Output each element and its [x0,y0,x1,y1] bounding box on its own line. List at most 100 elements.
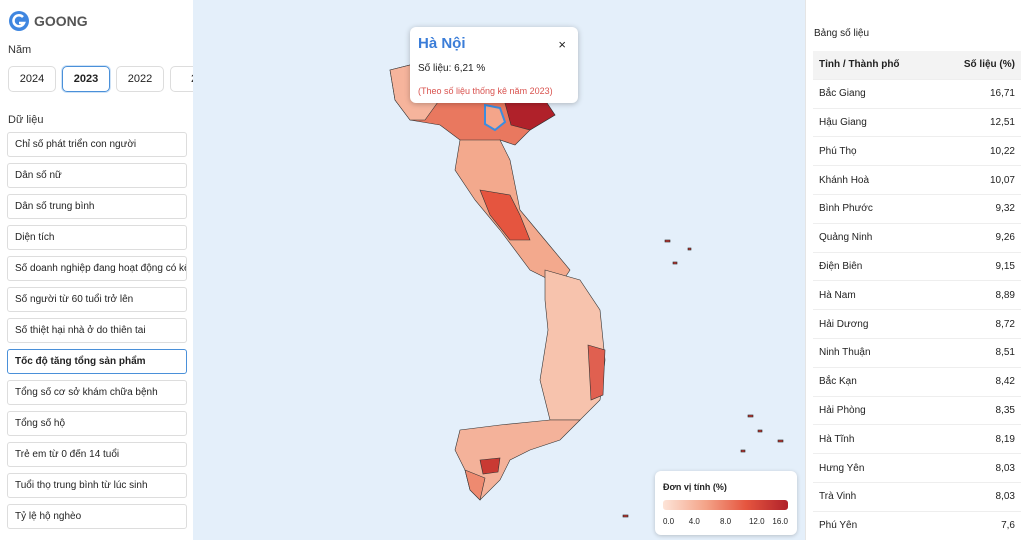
year-button[interactable]: 2023 [62,66,110,92]
popup: Hà Nội × Số liệu: 6,21 % (Theo số liệu t… [410,27,578,103]
column-header: Tỉnh / Thành phố [813,51,937,80]
data-item[interactable]: Trẻ em từ 0 đến 14 tuổi [7,442,187,467]
logo[interactable]: GOONG [8,10,88,32]
row-value: 8,35 [936,396,1021,426]
row-name: Hải Dương [813,309,937,339]
row-name: Hưng Yên [813,453,937,483]
year-button[interactable]: 2024 [8,66,56,92]
sidebar: GOONG Năm 2024202320222 Dữ liệu Chỉ số p… [0,0,193,540]
row-value: 16,71 [936,79,1021,109]
island [777,439,784,443]
table-header: Tỉnh / Thành phố Số liệu (%) [813,51,1021,80]
legend: Đơn vị tính (%) 0.0 4.0 8.0 12.0 16.0 [655,471,797,535]
row-name: Bắc Giang [813,79,937,109]
table-row[interactable]: Phú Thọ 10,22 [813,136,1021,167]
island [747,414,754,418]
data-item[interactable]: Số người từ 60 tuổi trở lên [7,287,187,312]
row-name: Trà Vinh [813,482,937,512]
row-name: Hà Nam [813,280,937,311]
island [757,429,763,433]
logo-icon [9,11,29,31]
row-value: 8,19 [936,424,1021,455]
popup-note: (Theo số liệu thống kê năm 2023) [418,86,553,96]
table-row[interactable]: Khánh Hoà 10,07 [813,165,1021,195]
data-item[interactable]: Tốc độ tăng tổng sản phẩm [7,349,187,374]
row-name: Hà Tĩnh [813,424,937,455]
table-row[interactable]: Trà Vinh 8,03 [813,482,1021,512]
column-header: Số liệu (%) [936,51,1021,80]
region-central-coast[interactable] [587,344,606,401]
table-row[interactable]: Hải Phòng 8,35 [813,396,1021,426]
row-name: Quảng Ninh [813,223,937,253]
data-label: Dữ liệu [8,114,44,126]
data-item[interactable]: Số thiệt hại nhà ở do thiên tai [7,318,187,343]
legend-title: Đơn vị tính (%) [663,482,727,492]
table-row[interactable]: Điện Biên 9,15 [813,252,1021,282]
row-value: 9,26 [936,223,1021,253]
row-name: Ninh Thuận [813,338,937,368]
row-name: Khánh Hoà [813,165,937,195]
data-panel: Bảng số liệu Tỉnh / Thành phố Số liệu (%)… [805,0,1024,540]
legend-ticks: 0.0 4.0 8.0 12.0 16.0 [663,517,788,527]
row-value: 8,42 [936,367,1021,397]
row-value: 7,6 [936,511,1021,540]
row-value: 10,22 [936,136,1021,167]
row-name: Bắc Kạn [813,367,937,397]
data-item[interactable]: Dân số nữ [7,163,187,188]
table-row[interactable]: Bắc Kạn 8,42 [813,367,1021,397]
island [740,449,746,453]
data-item[interactable]: Tổng số hộ [7,411,187,436]
region-ca-mau[interactable] [464,469,486,501]
region-ha-noi[interactable] [484,103,507,132]
year-button[interactable]: 2 [170,66,193,92]
table-row[interactable]: Ninh Thuận 8,51 [813,338,1021,368]
legend-tick: 8.0 [719,517,732,526]
table-row[interactable]: Phú Yên 7,6 [813,511,1021,540]
popup-close[interactable]: × [558,37,566,52]
table-title: Bảng số liệu [814,28,870,39]
data-item[interactable]: Tổng số cơ sở khám chữa bệnh [7,380,187,405]
data-table: Tỉnh / Thành phố Số liệu (%) Bắc Giang 16,7… [813,51,1021,540]
region-ha-tinh[interactable] [479,189,531,241]
row-value: 8,89 [936,280,1021,311]
table-row[interactable]: Hải Dương 8,72 [813,309,1021,339]
table-row[interactable]: Hà Tĩnh 8,19 [813,424,1021,455]
year-list: 2024202320222 [8,66,193,92]
table-row[interactable]: Hưng Yên 8,03 [813,453,1021,483]
year-label: Năm [8,44,32,56]
table-row[interactable]: Hậu Giang 12,51 [813,108,1021,138]
legend-tick: 4.0 [688,517,700,526]
region-mekong[interactable] [479,457,501,475]
island [622,514,629,518]
data-item[interactable]: Diện tích [7,225,187,250]
data-item[interactable]: Số doanh nghiệp đang hoạt động có kế... [7,256,187,281]
data-item[interactable]: Tuổi thọ trung bình từ lúc sinh [7,473,187,498]
island [664,239,671,243]
row-value: 9,15 [936,252,1021,282]
island [672,261,678,265]
data-item[interactable]: Tỷ lệ hộ nghèo [7,504,187,529]
row-value: 8,03 [936,482,1021,512]
table-row[interactable]: Bắc Giang 16,71 [813,79,1021,109]
data-item[interactable]: Dân số trung bình [7,194,187,219]
row-name: Phú Thọ [813,136,937,167]
table-row[interactable]: Bình Phước 9,32 [813,194,1021,224]
row-name: Bình Phước [813,194,937,224]
row-value: 8,72 [936,309,1021,339]
row-name: Hậu Giang [813,108,937,138]
row-name: Hải Phòng [813,396,937,426]
row-value: 8,03 [936,453,1021,483]
row-value: 8,51 [936,338,1021,368]
year-button[interactable]: 2022 [116,66,164,92]
row-value: 9,32 [936,194,1021,224]
row-value: 10,07 [936,165,1021,195]
legend-gradient [663,500,788,510]
row-name: Điện Biên [813,252,937,282]
data-item[interactable]: Chỉ số phát triển con người [7,132,187,157]
logo-text: GOONG [34,13,88,29]
table-row[interactable]: Hà Nam 8,89 [813,280,1021,311]
table-row[interactable]: Quảng Ninh 9,26 [813,223,1021,253]
row-value: 12,51 [936,108,1021,138]
data-list: Chỉ số phát triển con người Dân số nữ Dân … [7,132,187,535]
